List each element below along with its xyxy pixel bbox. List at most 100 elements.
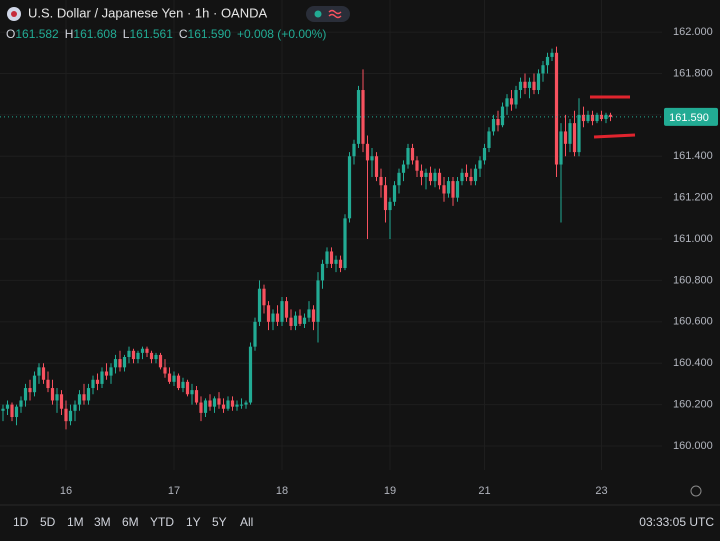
- candle-body: [437, 172, 442, 186]
- candle-body: [460, 172, 464, 182]
- candle-body: [415, 160, 419, 171]
- candle-body: [442, 185, 446, 194]
- candles: [1, 46, 613, 430]
- candle-body: [433, 172, 437, 182]
- candle-body: [325, 251, 329, 264]
- candle-body: [136, 352, 140, 360]
- candle-body: [181, 381, 185, 389]
- range-button[interactable]: 1M: [67, 515, 84, 529]
- candle-body: [500, 106, 505, 126]
- candle-body: [608, 114, 613, 117]
- candle-body: [334, 259, 338, 264]
- candle-body: [163, 367, 167, 374]
- annotation-line: [593, 133, 636, 139]
- candle-body: [451, 181, 455, 198]
- x-tick-label: 21: [478, 485, 490, 497]
- candle-body: [95, 379, 100, 384]
- range-button[interactable]: 3M: [94, 515, 111, 529]
- candle-body: [523, 81, 527, 88]
- candle-body: [77, 394, 82, 405]
- candle-body: [478, 160, 482, 169]
- candle-body: [298, 315, 302, 324]
- candle-body: [127, 350, 131, 358]
- range-button[interactable]: 1D: [13, 515, 29, 529]
- candle-body: [118, 359, 122, 368]
- candle-body: [185, 381, 190, 395]
- candle-body: [532, 81, 536, 91]
- candle-body: [586, 114, 590, 122]
- candle-body: [289, 317, 293, 326]
- candle-body: [154, 354, 158, 360]
- candle-body: [158, 354, 163, 368]
- candle-body: [68, 410, 73, 422]
- candle-body: [302, 317, 307, 324]
- candle-body: [487, 131, 491, 148]
- candle-body: [5, 404, 10, 409]
- candle-body: [28, 388, 32, 393]
- candle-body: [212, 398, 217, 407]
- range-button[interactable]: 5Y: [212, 515, 227, 529]
- y-tick-label: 160.400: [673, 357, 713, 369]
- range-button[interactable]: All: [240, 515, 253, 529]
- candle-body: [100, 371, 104, 384]
- candle-body: [410, 147, 415, 161]
- range-button[interactable]: 5D: [40, 515, 56, 529]
- candle-body: [293, 315, 298, 326]
- candle-body: [208, 400, 212, 407]
- legend-key: H: [65, 27, 74, 41]
- price-label: 161.590: [669, 112, 709, 124]
- candle-body: [122, 357, 127, 368]
- candle-body: [262, 288, 266, 306]
- candle-body: [145, 348, 149, 353]
- candle-body: [41, 367, 46, 380]
- status-icon: [328, 9, 342, 19]
- candle-body: [50, 388, 55, 401]
- symbol-icon: [11, 11, 17, 17]
- candle-body: [545, 56, 550, 66]
- range-button[interactable]: YTD: [150, 515, 174, 529]
- candle-body: [379, 176, 383, 186]
- candle-body: [37, 367, 41, 376]
- ohlc-legend: O161.582 H161.608 L161.561 C161.590 +0.008 (…: [6, 27, 326, 41]
- candle-body: [235, 404, 239, 407]
- candle-body: [595, 114, 599, 122]
- legend-key: O: [6, 27, 15, 41]
- range-button[interactable]: 6M: [122, 515, 139, 529]
- candle-body: [199, 402, 203, 413]
- candle-body: [329, 251, 334, 264]
- candle-body: [19, 400, 23, 407]
- candle-body: [374, 156, 379, 177]
- candle-body: [73, 404, 77, 411]
- legend-value: 161.561: [129, 27, 173, 41]
- toolbar: 1D 5D 1M 3M 6M YTD 1Y 5Y All: [13, 515, 253, 529]
- candle-body: [365, 143, 370, 161]
- candle-body: [46, 379, 50, 389]
- legend-value: 161.608: [73, 27, 117, 41]
- candle-body: [86, 388, 91, 401]
- candle-body: [514, 90, 518, 105]
- candle-body: [307, 309, 311, 318]
- candle-body: [455, 181, 460, 198]
- y-tick-label: 162.000: [673, 26, 713, 38]
- candle-body: [248, 346, 253, 403]
- candle-body: [509, 98, 514, 105]
- candle-body: [473, 168, 478, 182]
- y-tick-label: 160.800: [673, 274, 713, 286]
- candle-body: [352, 143, 356, 157]
- candle-body: [55, 394, 59, 401]
- price-label-box: [664, 107, 718, 126]
- y-tick-label: 161.000: [673, 233, 713, 245]
- candle-body: [397, 172, 401, 186]
- range-button[interactable]: 1Y: [186, 515, 201, 529]
- x-tick-label: 18: [276, 485, 288, 497]
- clock: 03:33:05 UTC: [639, 515, 714, 529]
- candle-body: [284, 301, 289, 318]
- candle-body: [131, 350, 136, 360]
- settings-icon[interactable]: [690, 485, 702, 497]
- candle-body: [64, 408, 68, 422]
- x-tick-label: 16: [60, 485, 72, 497]
- candle-body: [172, 375, 176, 382]
- candle-body: [266, 305, 271, 322]
